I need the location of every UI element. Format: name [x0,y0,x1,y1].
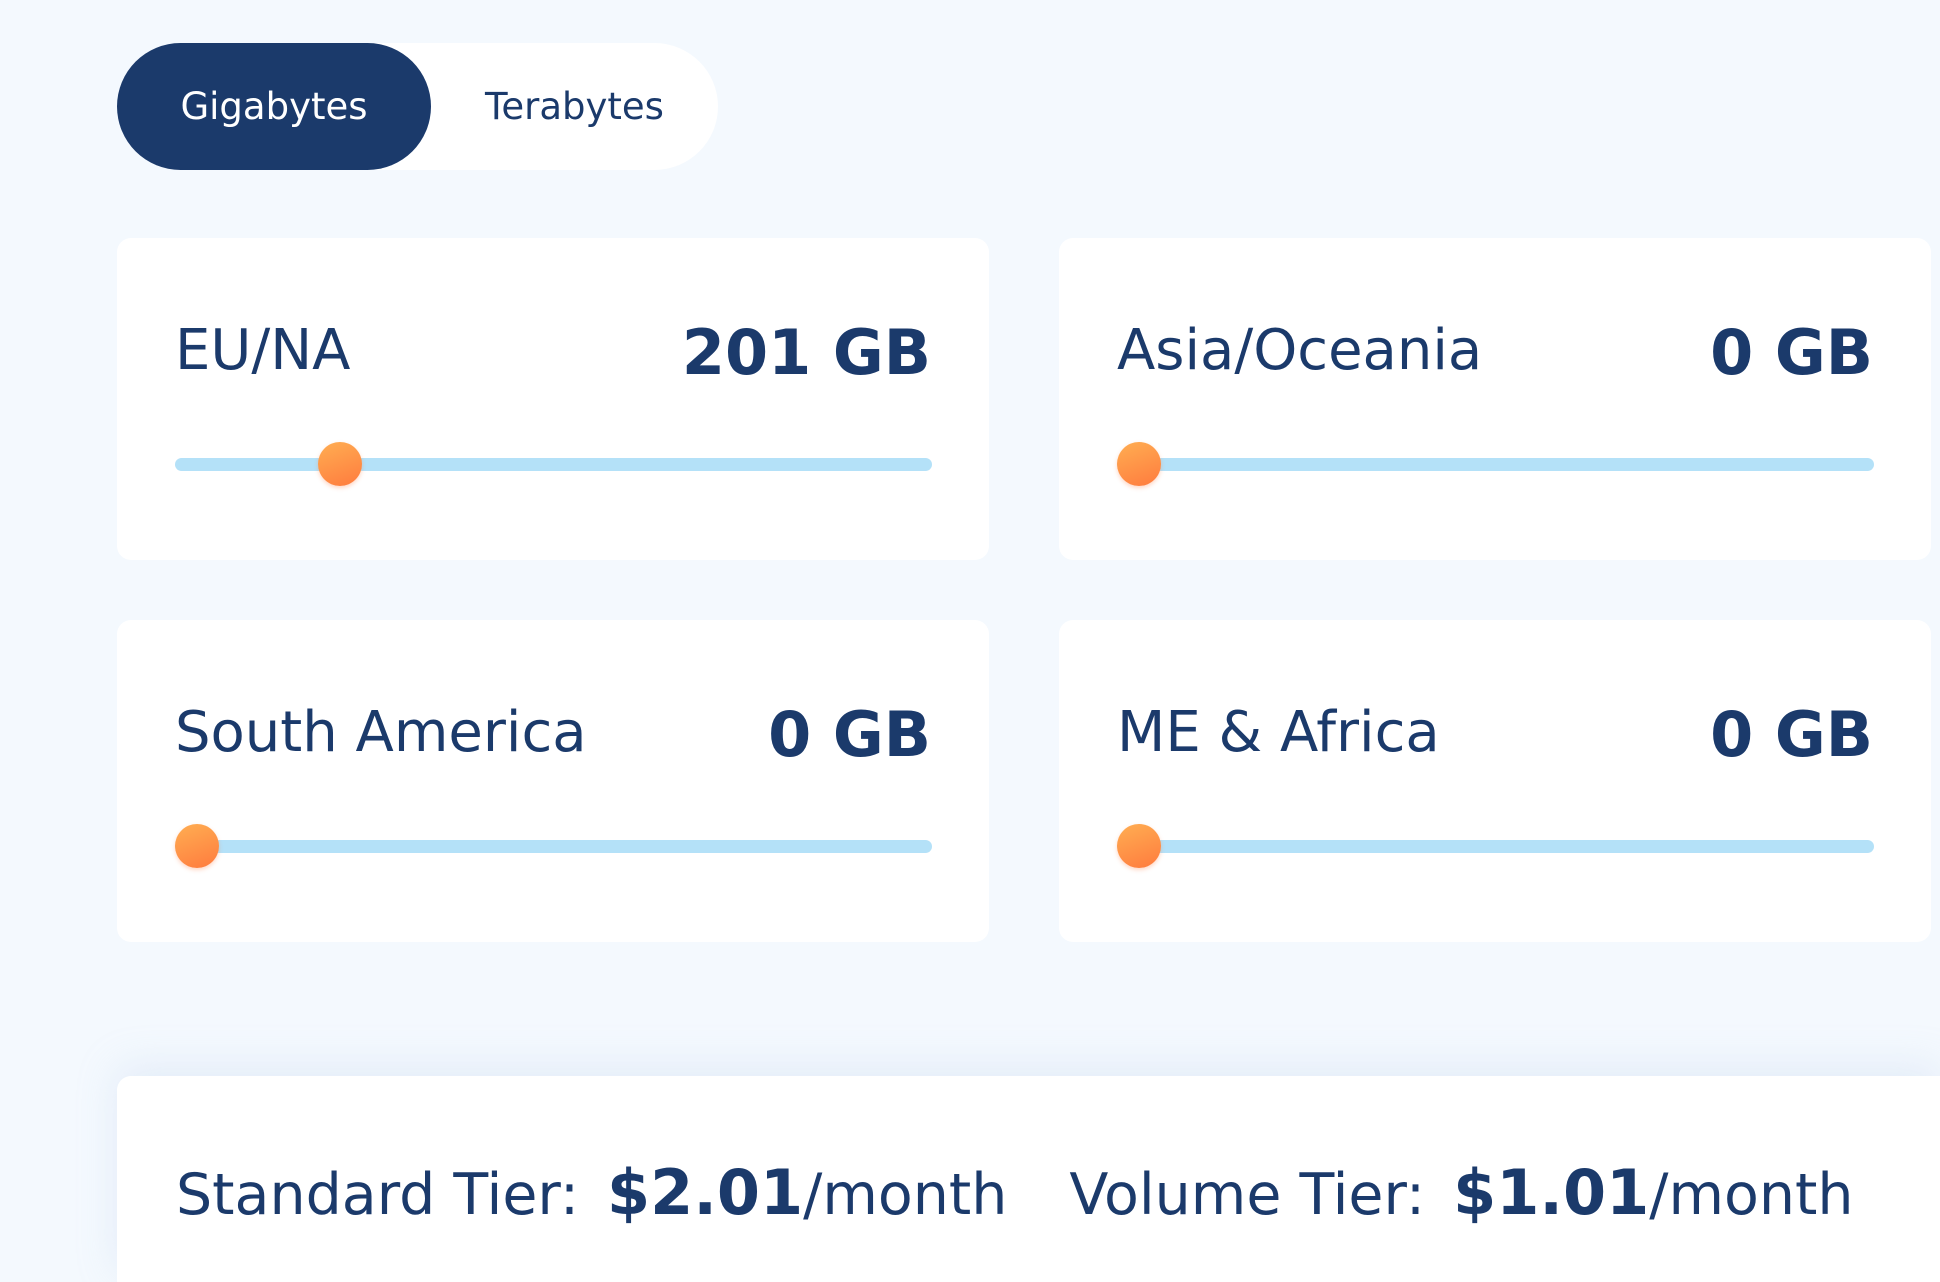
region-label: South America [175,700,587,765]
price-tier: Standard Tier: $2.01/month [176,1156,1007,1229]
slider-track[interactable] [175,458,932,471]
tier-price: $2.01 [607,1156,804,1229]
slider-thumb[interactable] [1117,824,1161,868]
region-card: South America 0 GB [117,620,989,942]
region-label: Asia/Oceania [1117,318,1483,383]
region-value: 0 GB [768,698,931,771]
price-tier: Volume Tier: $1.01/month [1069,1156,1853,1229]
region-card: ME & Africa 0 GB [1059,620,1931,942]
region-value: 0 GB [1710,316,1873,389]
pricing-row: Standard Tier: $2.01/month Volume Tier: $1.… [176,1156,1915,1229]
tier-price: $1.01 [1453,1156,1650,1229]
slider-thumb[interactable] [175,824,219,868]
toggle-option[interactable]: Terabytes [485,85,664,128]
region-value: 201 GB [681,316,931,389]
tier-period: /month [803,1162,1008,1228]
tier-period: /month [1649,1162,1854,1228]
region-card: Asia/Oceania 0 GB [1059,238,1931,560]
pricing-panel: Standard Tier: $2.01/month Volume Tier: $1.… [117,1076,1940,1282]
slider-track[interactable] [175,840,932,853]
region-label: EU/NA [175,318,351,383]
unit-toggle: Gigabytes Terabytes [117,43,718,170]
toggle-option[interactable]: Gigabytes [117,43,431,170]
tier-label: Volume Tier: [1069,1162,1426,1228]
slider-track[interactable] [1117,458,1874,471]
region-card: EU/NA 201 GB [117,238,989,560]
region-label: ME & Africa [1117,700,1440,765]
slider-thumb[interactable] [1117,442,1161,486]
slider-track[interactable] [1117,840,1874,853]
region-value: 0 GB [1710,698,1873,771]
slider-thumb[interactable] [318,442,363,486]
tier-label: Standard Tier: [176,1162,580,1228]
